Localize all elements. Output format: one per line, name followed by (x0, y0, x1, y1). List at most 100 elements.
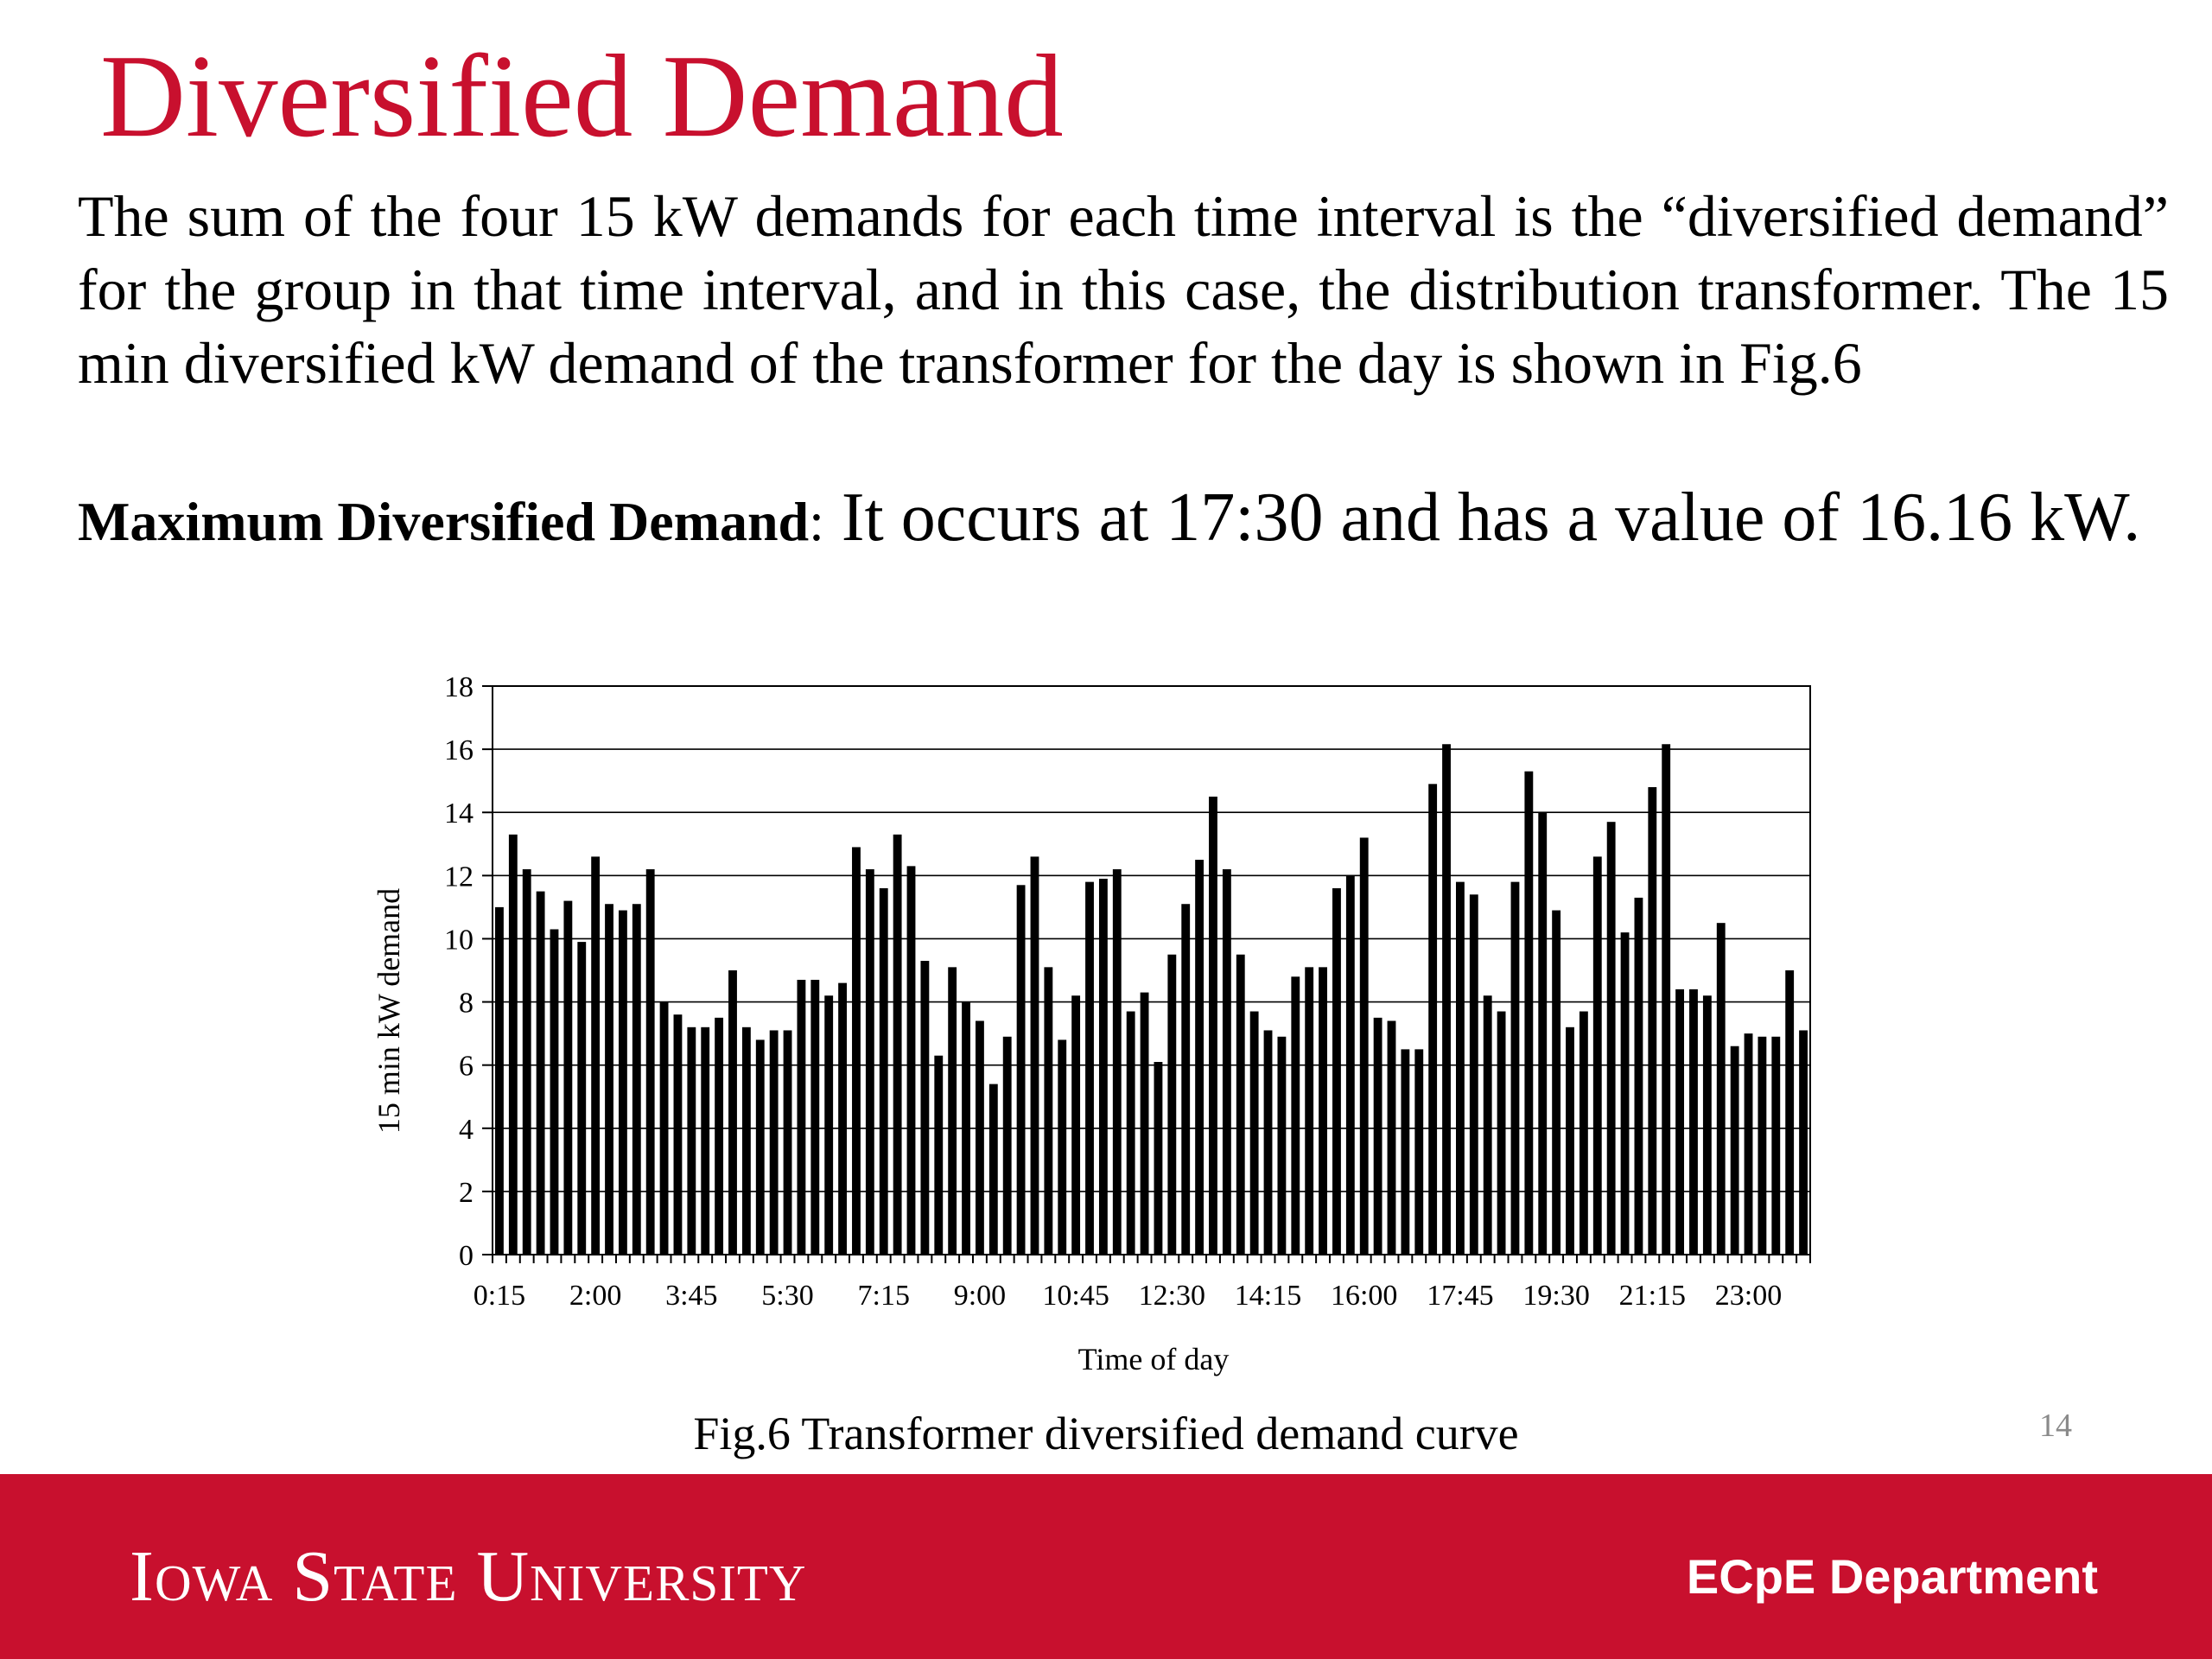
x-tick-label: 9:00 (954, 1280, 1006, 1312)
bar (1058, 1039, 1067, 1255)
bar (976, 1020, 984, 1255)
bar (1524, 771, 1534, 1255)
bar (715, 1017, 724, 1255)
x-axis-label: Time of day (1078, 1342, 1230, 1376)
bar (1030, 856, 1039, 1255)
university-logo-text: Iowa State University (130, 1536, 807, 1617)
bar (1689, 988, 1698, 1255)
bar (1414, 1049, 1424, 1255)
bar (1195, 860, 1205, 1255)
bar (1181, 904, 1191, 1255)
bar (1497, 1011, 1506, 1255)
slide-title: Diversified Demand (100, 30, 1064, 162)
demand-chart-svg: 0 2 4 6 8 10 12 14 16 18 0:15 2:00 3:45 5:30 7:15 9:00… (372, 671, 1811, 1376)
bar (1716, 923, 1726, 1255)
y-tick-label: 16 (444, 734, 474, 766)
bar (1236, 954, 1245, 1255)
x-tick-label: 7:15 (858, 1280, 910, 1312)
y-tick-label: 12 (444, 861, 474, 893)
y-tick-label: 14 (444, 798, 474, 830)
chart-bars (495, 744, 1808, 1255)
bar (1428, 784, 1438, 1255)
y-tick-label: 6 (459, 1051, 474, 1083)
bar (1002, 1036, 1012, 1255)
y-tick-label: 8 (459, 988, 474, 1020)
bar (645, 869, 655, 1255)
bar (632, 904, 641, 1255)
bar (1098, 878, 1108, 1255)
bar (948, 967, 957, 1255)
bar (769, 1030, 779, 1255)
bar (1510, 881, 1520, 1255)
bar (1606, 822, 1616, 1255)
bar (1263, 1030, 1273, 1255)
bar (687, 1027, 696, 1255)
y-tick-label: 2 (459, 1177, 474, 1209)
description-paragraph: The sum of the four 15 kW demands for ea… (78, 183, 2169, 396)
figure-caption: Fig.6 Transformer diversified demand cur… (693, 1408, 1519, 1459)
x-tick-label: 14:15 (1235, 1280, 1301, 1312)
y-tick-labels: 0 2 4 6 8 10 12 14 16 18 (444, 671, 474, 1272)
department-name: ECpE Department (1686, 1549, 2098, 1604)
x-tick-label: 5:30 (761, 1280, 813, 1312)
y-axis-label: 15 min kW demand (372, 888, 406, 1134)
bar (1401, 1049, 1410, 1255)
bar (659, 1001, 669, 1255)
y-tick-label: 10 (444, 924, 474, 956)
bar (1291, 976, 1300, 1255)
x-tick-label: 21:15 (1619, 1280, 1686, 1312)
bar (1702, 995, 1712, 1255)
x-tick-label: 0:15 (474, 1280, 525, 1312)
bar (783, 1030, 792, 1255)
bar (1332, 887, 1341, 1255)
page-number: 14 (2039, 1408, 2072, 1444)
bar (824, 995, 834, 1255)
bar (1758, 1036, 1767, 1255)
bar (865, 869, 874, 1255)
bar (741, 1027, 751, 1255)
x-tick-labels: 0:15 2:00 3:45 5:30 7:15 9:00 10:45 12:30 14:15 1… (474, 1280, 1783, 1312)
bar (728, 970, 737, 1255)
bar (536, 891, 545, 1255)
bar (673, 1014, 683, 1255)
bar (1112, 869, 1122, 1255)
bar (1634, 897, 1643, 1255)
x-tick-label: 17:45 (1427, 1280, 1493, 1312)
bar (522, 869, 531, 1255)
bar (988, 1084, 998, 1255)
bar (879, 887, 888, 1255)
bar (1209, 796, 1217, 1255)
bar (810, 979, 820, 1255)
bar (1730, 1046, 1739, 1255)
bar (1345, 875, 1355, 1255)
bar (508, 834, 518, 1255)
bar (618, 910, 627, 1255)
bar (962, 1001, 970, 1255)
max-demand-text: It occurs at 17:30 and has a value of 16… (823, 480, 2141, 556)
bar (1442, 744, 1451, 1255)
demand-chart: 0 2 4 6 8 10 12 14 16 18 0:15 2:00 3:45 5:30 7:15 9:00… (363, 657, 1832, 1400)
bar (1071, 995, 1081, 1255)
y-tick-label: 18 (444, 671, 474, 703)
x-tick-label: 2:00 (569, 1280, 621, 1312)
bar (1140, 992, 1149, 1255)
bar (605, 904, 613, 1255)
bar (1319, 967, 1327, 1255)
max-demand-label: Maximum Diversified Demand (78, 491, 810, 552)
y-tick-label: 0 (459, 1240, 474, 1272)
bar (906, 866, 916, 1255)
bar (1359, 837, 1369, 1255)
bar (934, 1055, 944, 1255)
bar (1579, 1011, 1588, 1255)
bar (1675, 988, 1685, 1255)
bar (1483, 995, 1492, 1255)
x-tick-label: 12:30 (1139, 1280, 1205, 1312)
bar (1016, 885, 1026, 1255)
x-tick-label: 3:45 (665, 1280, 717, 1312)
bar (1249, 1011, 1259, 1255)
bar (1648, 786, 1657, 1255)
bar (1305, 967, 1314, 1255)
bar (1785, 970, 1795, 1255)
x-tick-label: 16:00 (1331, 1280, 1397, 1312)
bar (1620, 932, 1630, 1255)
